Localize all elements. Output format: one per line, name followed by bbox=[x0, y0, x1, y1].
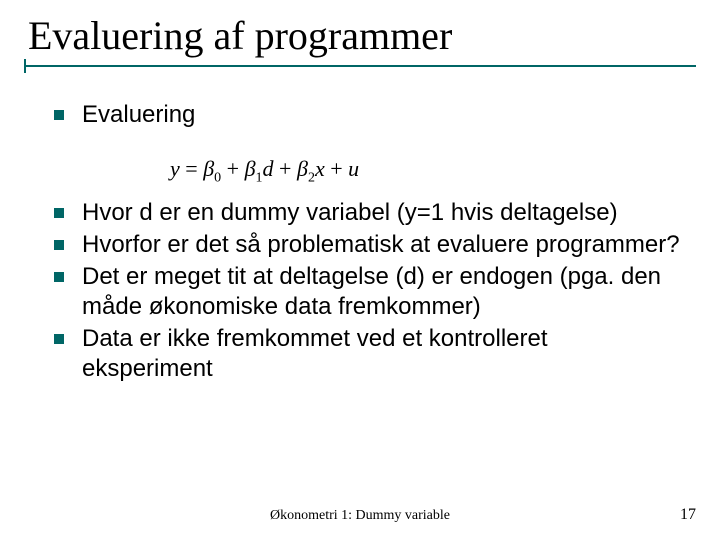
bullet-text: Hvorfor er det så problematisk at evalue… bbox=[82, 230, 680, 260]
title-underline bbox=[24, 65, 696, 67]
bullet-text: Evaluering bbox=[82, 100, 195, 130]
page-number: 17 bbox=[680, 506, 696, 524]
square-bullet-icon bbox=[54, 208, 64, 218]
title-block: Evaluering af programmer bbox=[24, 12, 696, 67]
bullet-text: Data er ikke fremkommet ved et kontrolle… bbox=[82, 324, 680, 384]
square-bullet-icon bbox=[54, 240, 64, 250]
list-item: Evaluering bbox=[54, 100, 680, 130]
content-area: Evaluering Hvor d er en dummy variabel (… bbox=[54, 100, 680, 386]
square-bullet-icon bbox=[54, 334, 64, 344]
title-tick bbox=[24, 59, 26, 73]
slide: Evaluering af programmer y = β0 + β1d + … bbox=[0, 0, 720, 540]
slide-title: Evaluering af programmer bbox=[24, 12, 696, 59]
footer-caption: Økonometri 1: Dummy variable bbox=[0, 508, 720, 524]
list-item: Hvor d er en dummy variabel (y=1 hvis de… bbox=[54, 198, 680, 228]
spacer bbox=[54, 132, 680, 198]
list-item: Data er ikke fremkommet ved et kontrolle… bbox=[54, 324, 680, 384]
list-item: Det er meget tit at deltagelse (d) er en… bbox=[54, 262, 680, 322]
bullet-text: Det er meget tit at deltagelse (d) er en… bbox=[82, 262, 680, 322]
square-bullet-icon bbox=[54, 110, 64, 120]
bullet-text: Hvor d er en dummy variabel (y=1 hvis de… bbox=[82, 198, 618, 228]
square-bullet-icon bbox=[54, 272, 64, 282]
list-item: Hvorfor er det så problematisk at evalue… bbox=[54, 230, 680, 260]
